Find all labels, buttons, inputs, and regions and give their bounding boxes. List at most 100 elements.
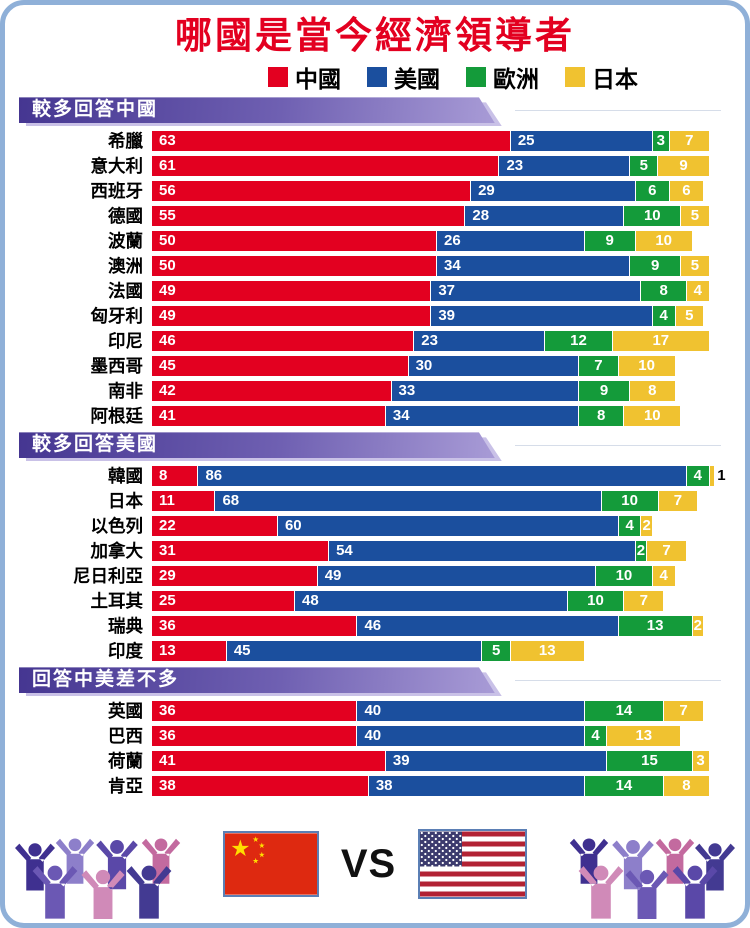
bar-row: 加拿大 31 54 2 7: [5, 538, 745, 563]
segment-value: 2: [636, 542, 646, 560]
segment-japan: 2: [640, 515, 652, 536]
segment-japan: 10: [617, 355, 675, 376]
stacked-bar: 55 28 10 5: [152, 205, 709, 226]
segment-value: 14: [615, 702, 633, 720]
segment-japan: 7: [623, 590, 664, 611]
bar-row: 印度 13 45 5 13: [5, 638, 745, 663]
segment-value: 3: [656, 132, 666, 150]
legend-label-japan: 日本: [592, 66, 638, 93]
segment-usa: 39: [384, 750, 607, 771]
country-label: 印尼: [108, 331, 143, 352]
country-label: 法國: [108, 281, 143, 302]
segment-value: 36: [159, 702, 176, 720]
segment-value: 8: [659, 282, 668, 300]
segment-value: 68: [222, 492, 240, 510]
segment-usa: 37: [430, 280, 641, 301]
segment-europe: 12: [543, 330, 613, 351]
segment-value: 33: [398, 382, 416, 400]
segment-value: 8: [682, 777, 691, 795]
country-label: 日本: [108, 491, 143, 512]
bar-row: 匈牙利 49 39 4 5: [5, 303, 745, 328]
segment-japan: 7: [663, 700, 703, 721]
vs-group: VS: [222, 829, 528, 899]
segment-europe: 13: [617, 615, 692, 636]
segment-japan: 5: [680, 255, 709, 276]
segment-usa: 23: [498, 155, 630, 176]
stacked-bar: 36 40 14 7: [152, 700, 703, 721]
segment-japan: 3: [691, 750, 709, 771]
segment-usa: 86: [197, 465, 686, 486]
segment-europe: 10: [595, 565, 652, 586]
segment-value: 39: [392, 752, 410, 770]
legend-swatch-japan: [565, 67, 585, 88]
segment-europe: 4: [651, 305, 675, 326]
segment-japan: 8: [629, 380, 675, 401]
segment-usa: 49: [316, 565, 596, 586]
segment-europe: 4: [617, 515, 641, 536]
segment-usa: 33: [390, 380, 578, 401]
segment-japan: 10: [634, 230, 692, 251]
legend-label-china: 中國: [295, 66, 341, 93]
segment-value: 34: [444, 257, 461, 275]
segment-europe: 10: [623, 205, 681, 226]
legend-swatch-usa: [367, 67, 387, 88]
segment-china: 42: [152, 380, 391, 401]
segment-china: 11: [152, 490, 215, 511]
segment-value: 45: [159, 357, 176, 375]
bar-row: 德國 55 28 10 5: [5, 203, 745, 228]
segment-japan: 10: [623, 405, 681, 426]
bar-row: 阿根廷 41 34 8 10: [5, 403, 745, 428]
segment-china: 22: [152, 515, 277, 536]
segment-value: 7: [673, 492, 683, 510]
segment-value: 3: [696, 752, 705, 770]
segment-europe: 14: [583, 775, 664, 796]
legend: 中國 美國 歐洲 日本: [83, 60, 745, 94]
country-label: 巴西: [108, 726, 143, 747]
country-label: 阿根廷: [90, 406, 144, 427]
section-header: 較多回答美國: [19, 432, 495, 458]
stacked-bar: 41 34 8 10: [152, 405, 681, 426]
segment-value: 7: [594, 357, 603, 375]
segment-value: 38: [159, 777, 176, 795]
segment-europe: 14: [583, 700, 664, 721]
segment-usa: 38: [367, 775, 584, 796]
bar-row: 日本 11 68 10 7: [5, 488, 745, 513]
segment-japan: 4: [685, 280, 709, 301]
segment-value: 34: [392, 407, 410, 425]
country-label: 荷蘭: [108, 751, 143, 772]
segment-value: 12: [570, 332, 587, 350]
segment-china: 36: [152, 725, 357, 746]
segment-europe: 4: [583, 725, 607, 746]
segment-china: 63: [152, 130, 510, 151]
segment-value: 31: [159, 542, 176, 560]
section-header: 較多回答中國: [19, 97, 495, 123]
stacked-bar: 50 26 9 10: [152, 230, 692, 251]
segment-value: 46: [364, 617, 382, 635]
country-label: 意大利: [90, 156, 144, 177]
crowd-illustration-right: [569, 838, 735, 919]
segment-value: 49: [159, 307, 176, 325]
segment-japan: 2: [691, 615, 703, 636]
segment-china: 36: [152, 615, 357, 636]
section-rows: 希臘 63 25 3 7 意大利 61 23 5 9 西班牙 56 29 6 6 德國 55 28 10 5 波蘭 50 2…: [5, 128, 745, 428]
segment-value: 6: [648, 182, 657, 200]
bar-row: 印尼 46 23 12 17: [5, 328, 745, 353]
stacked-bar: 46 23 12 17: [152, 330, 709, 351]
bar-row: 韓國 8 86 4 1: [5, 463, 745, 488]
legend-swatch-china: [268, 67, 288, 88]
segment-usa: 34: [384, 405, 578, 426]
segment-value: 2: [693, 617, 702, 635]
segment-china: 41: [152, 750, 385, 771]
segment-usa: 39: [430, 305, 652, 326]
segment-value: 61: [159, 157, 176, 175]
bar-row: 巴西 36 40 4 13: [5, 723, 745, 748]
segment-usa: 29: [470, 180, 635, 201]
country-label: 德國: [108, 206, 143, 227]
bar-row: 意大利 61 23 5 9: [5, 153, 745, 178]
stacked-bar: 61 23 5 9: [152, 155, 709, 176]
stacked-bar: 42 33 9 8: [152, 380, 675, 401]
segment-japan: [708, 465, 715, 486]
legend-item-japan: 日本: [565, 60, 638, 94]
segment-europe: 2: [634, 540, 647, 561]
segment-china: 50: [152, 255, 436, 276]
